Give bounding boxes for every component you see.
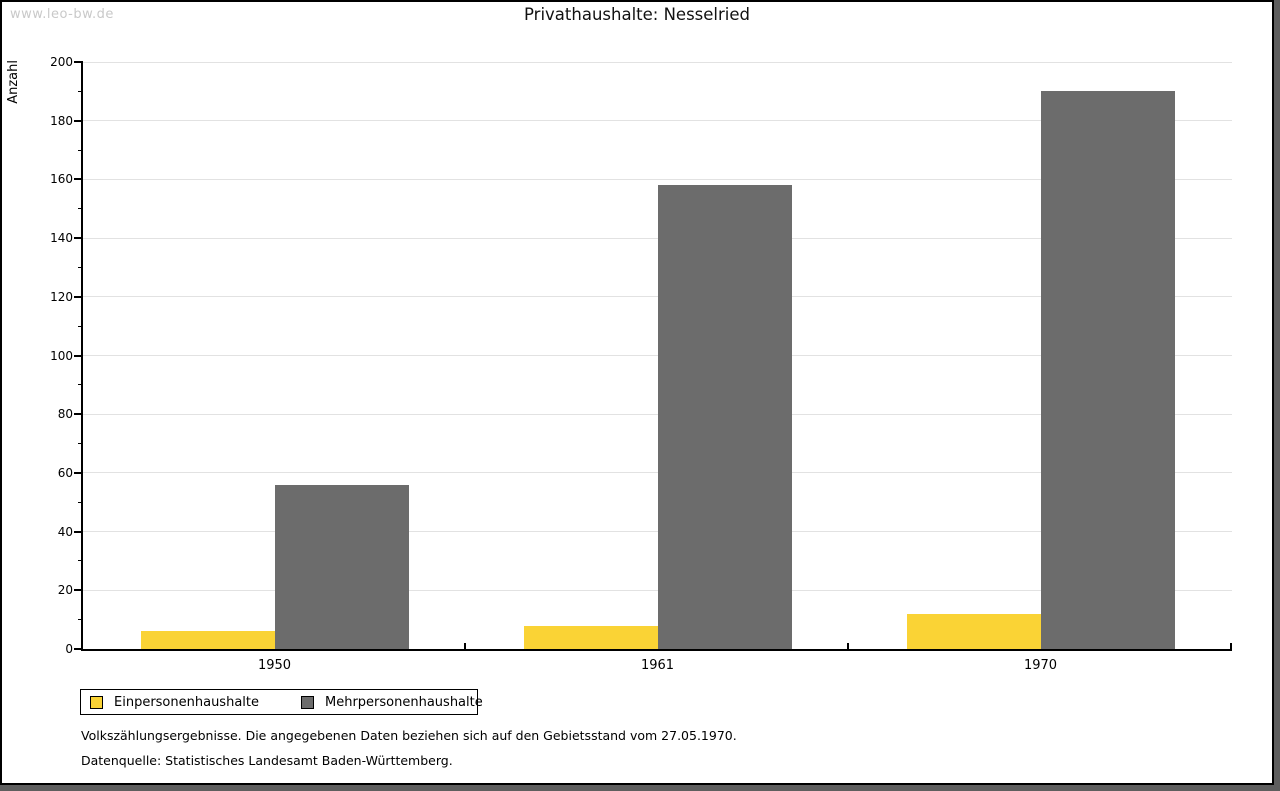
- y-axis-tick-major: [74, 237, 83, 240]
- y-axis-tick-minor: [78, 149, 83, 151]
- legend-swatch-mehrpersonenhaushalte: [301, 695, 314, 709]
- y-axis-tick-minor: [78, 90, 83, 92]
- legend-item-mehrpersonenhaushalte: Mehrpersonenhaushalte: [301, 695, 483, 710]
- y-axis-tick-minor: [78, 443, 83, 445]
- x-axis-tick: [847, 643, 849, 649]
- gridline: [83, 178, 1232, 180]
- y-axis-tick-minor: [78, 501, 83, 503]
- y-axis-tick-minor: [78, 619, 83, 621]
- y-axis-tick-label: 40: [57, 524, 73, 539]
- y-axis-tick-minor: [78, 560, 83, 562]
- legend-swatch-einpersonenhaushalte: [90, 695, 103, 709]
- y-axis-tick-minor: [78, 384, 83, 386]
- bar-einpersonenhaushalte-1961: [523, 625, 658, 649]
- bar-mehrpersonenhaushalte-1961: [657, 185, 792, 649]
- y-axis-tick-label: 120: [50, 289, 73, 304]
- bar-einpersonenhaushalte-1970: [906, 613, 1041, 649]
- gridline: [83, 61, 1232, 63]
- x-axis-tick-label: 1970: [1023, 658, 1058, 673]
- footnote-data-source: Datenquelle: Statistisches Landesamt Bad…: [81, 753, 453, 768]
- gridline: [83, 120, 1232, 122]
- y-axis-tick-major: [74, 589, 83, 592]
- watermark: www.leo-bw.de: [10, 7, 114, 22]
- legend-label-einpersonenhaushalte: Einpersonenhaushalte: [114, 694, 259, 710]
- y-axis-tick-major: [74, 471, 83, 474]
- y-axis-tick-label: 180: [50, 113, 73, 128]
- plot-area: 0 20 40 60 80 100 120 140 160 180 200 1950 1961 1970: [50, 55, 1232, 673]
- legend: Einpersonenhaushalte Mehrpersonenhaushal…: [80, 689, 483, 715]
- x-axis-tick: [464, 643, 466, 649]
- x-axis-tick-label: 1950: [257, 658, 292, 673]
- y-axis-tick-major: [74, 648, 83, 650]
- y-axis-tick-label: 0: [65, 642, 73, 656]
- y-axis-tick-major: [74, 61, 83, 63]
- y-axis-tick-minor: [78, 208, 83, 210]
- y-axis-tick-minor: [78, 325, 83, 327]
- y-axis-tick-major: [74, 413, 83, 416]
- footnote-source-note: Volkszählungsergebnisse. Die angegebenen…: [81, 728, 737, 743]
- y-axis-tick-major: [74, 530, 83, 533]
- y-axis-tick-major: [74, 354, 83, 357]
- y-axis-tick-label: 200: [50, 55, 73, 69]
- y-axis-tick-minor: [78, 266, 83, 268]
- x-axis-tick-label: 1961: [640, 658, 675, 673]
- x-axis-tick: [1230, 643, 1232, 649]
- chart-title: Privathaushalte: Nesselried: [524, 5, 750, 24]
- bar-mehrpersonenhaushalte-1970: [1040, 91, 1175, 649]
- legend-item-einpersonenhaushalte: Einpersonenhaushalte: [90, 695, 259, 710]
- bar-einpersonenhaushalte-1950: [140, 631, 275, 649]
- y-axis-tick-label: 60: [57, 465, 73, 480]
- y-axis-tick-label: 160: [50, 172, 73, 187]
- bar-mehrpersonenhaushalte-1950: [274, 484, 409, 649]
- y-axis-tick-major: [74, 119, 83, 122]
- y-axis-tick-label: 20: [57, 583, 73, 598]
- y-axis-tick-major: [74, 178, 83, 181]
- y-axis-tick-label: 80: [57, 407, 73, 422]
- y-axis-label: Anzahl: [6, 60, 21, 104]
- y-axis-tick-label: 140: [50, 231, 73, 246]
- y-axis-tick-major: [74, 295, 83, 298]
- legend-label-mehrpersonenhaushalte: Mehrpersonenhaushalte: [325, 694, 483, 710]
- y-axis-tick-label: 100: [50, 348, 73, 363]
